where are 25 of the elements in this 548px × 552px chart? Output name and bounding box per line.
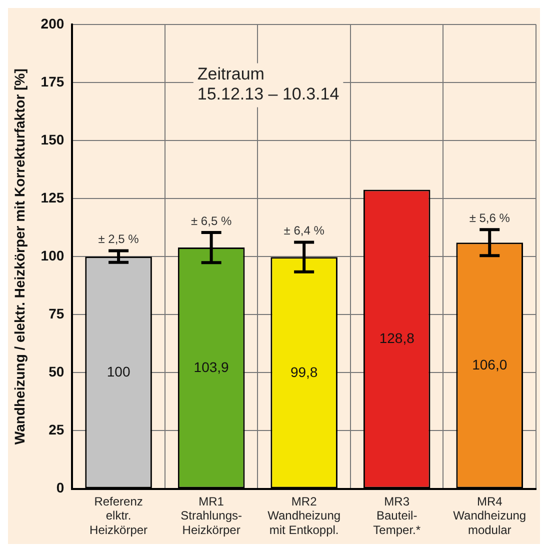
- annotation: ± 5,6 %: [469, 210, 510, 225]
- annotation: Zeitraum 15.12.13 – 10.3.14: [197, 64, 340, 104]
- x-tick-label: Referenz elktr. Heizkörper: [90, 494, 148, 538]
- y-tick-label: 25: [48, 422, 64, 438]
- y-tick-label: 175: [40, 73, 64, 90]
- x-tick-label: MR3 Bauteil- Temper.*: [373, 494, 421, 538]
- x-tick-label: MR4 Wandheizung modular: [453, 494, 526, 538]
- y-tick-label: 100: [40, 247, 64, 264]
- y-tick-label: 50: [48, 364, 64, 380]
- data-label: 128,8: [379, 330, 415, 346]
- data-label: 100: [106, 364, 130, 380]
- data-label: 106,0: [472, 356, 508, 373]
- data-label: 99,8: [290, 364, 318, 380]
- y-tick-label: 0: [56, 480, 64, 496]
- y-tick-label: 75: [48, 306, 64, 322]
- data-label: 103,9: [194, 359, 230, 376]
- y-axis-title: Wandheizung / elektr. Heizkörper mit Korrekturfaktor [%]: [11, 68, 28, 445]
- y-tick-label: 125: [40, 189, 64, 206]
- annotation: ± 2,5 %: [98, 232, 140, 246]
- x-tick-label: MR2 Wandheizung mit Entkoppl.: [268, 494, 341, 538]
- annotation: ± 6,4 %: [284, 224, 325, 238]
- y-tick-label: 200: [40, 15, 64, 32]
- y-tick-label: 150: [40, 131, 64, 148]
- annotation: ± 6,5 %: [191, 214, 232, 228]
- x-tick-label: MR1 Strahlungs- Heizkörper: [180, 494, 242, 538]
